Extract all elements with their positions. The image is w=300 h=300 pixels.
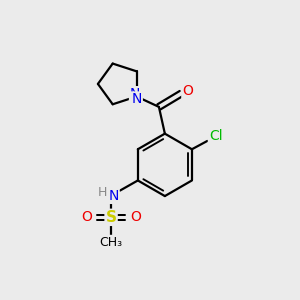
Text: S: S (106, 210, 117, 225)
Text: O: O (130, 210, 141, 224)
Text: CH₃: CH₃ (100, 236, 123, 249)
Text: O: O (81, 210, 92, 224)
Text: H: H (98, 186, 107, 199)
Text: N: N (130, 87, 140, 101)
Text: N: N (131, 92, 142, 106)
Text: N: N (108, 189, 118, 203)
Text: Cl: Cl (209, 129, 223, 143)
Text: O: O (182, 84, 193, 98)
